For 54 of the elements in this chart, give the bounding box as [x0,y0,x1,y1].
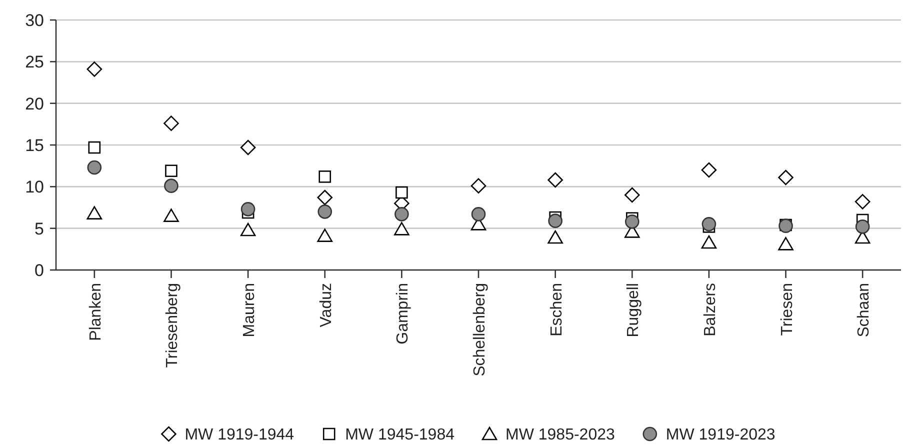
point [701,162,717,178]
y-tick-label: 0 [34,260,44,280]
x-tick-label: Mauren [241,283,258,338]
legend-label: MW 1945-1984 [345,426,455,444]
y-tick-label: 10 [25,178,44,197]
point [240,140,256,156]
x-tick-label: Triesen [778,283,796,336]
point [394,222,410,236]
x-tick-label: Gamprin [394,283,412,344]
point [778,237,794,250]
point [240,222,256,236]
point [855,220,870,234]
legend-label: MW 1919-2023 [666,426,776,444]
x-tick-label: Planken [87,283,104,341]
point [87,160,102,175]
point [317,190,333,206]
x-tick-label: Vaduz [318,283,335,328]
legend-label: MW 1985-2023 [506,426,615,444]
x-tick-label: Eschen [548,283,566,336]
point [701,235,717,249]
y-tick-label: 15 [25,136,44,155]
point [164,178,178,193]
point [165,164,178,177]
point [470,178,486,194]
point [702,217,716,232]
point [88,141,101,154]
point [548,172,563,188]
point [86,206,102,220]
point [86,62,102,77]
point [471,207,486,222]
x-tick-label: Balzers [702,283,719,336]
y-tick-label: 30 [25,10,44,30]
x-tick-label: Triesenberg [164,283,182,368]
point [318,170,332,183]
point [396,186,408,199]
point [318,204,332,219]
legend-label: MW 1919-1944 [184,426,294,444]
point [240,202,256,216]
point [624,187,640,203]
y-tick-label: 25 [25,52,44,72]
point [164,208,179,222]
x-tick-label: Schaan [856,283,873,338]
point [164,116,179,131]
x-tick-label: Ruggell [625,283,642,338]
point [624,214,640,229]
point [778,170,794,186]
y-tick-label: 20 [25,94,44,114]
point [548,214,562,228]
point [394,207,409,222]
point [854,194,870,210]
y-tick-label: 5 [34,219,44,238]
point [548,230,563,244]
point [317,228,333,242]
x-tick-label: Schellenberg [472,283,488,376]
